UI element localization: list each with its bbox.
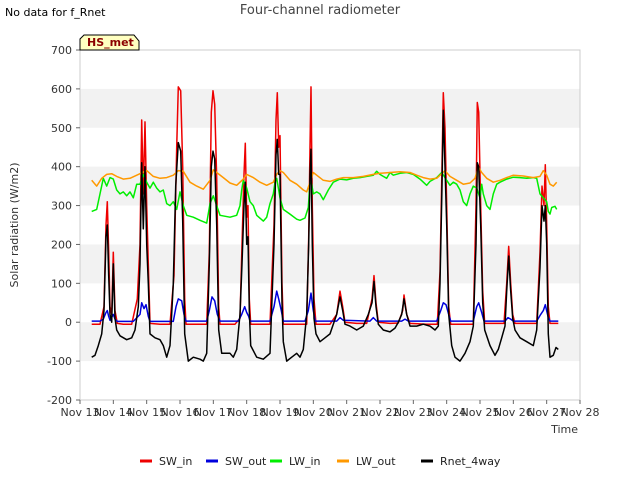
y-tick-label: 100 <box>51 277 72 290</box>
badge-shape <box>79 34 140 51</box>
x-tick-label: Nov 20 <box>294 406 333 419</box>
series-layer <box>91 86 559 362</box>
y-ticks: -200 -100 0 100 200 300 400 500 600 700 <box>47 44 80 407</box>
grid-band <box>80 88 580 128</box>
y-tick-label: 300 <box>51 200 72 213</box>
y-tick-label: -100 <box>47 355 72 368</box>
grid-band <box>80 244 580 284</box>
x-tick-label: Nov 19 <box>261 406 300 419</box>
y-tick-label: -200 <box>47 394 72 407</box>
legend-label: SW_out <box>225 455 267 468</box>
x-tick-label: Nov 25 <box>461 406 500 419</box>
x-tick-label: Nov 26 <box>494 406 533 419</box>
y-tick-label: 600 <box>51 83 72 96</box>
legend: SW_in SW_out LW_in LW_out Rnet_4way <box>140 455 501 468</box>
y-tick-label: 0 <box>65 316 72 329</box>
x-tick-label: Nov 14 <box>94 406 133 419</box>
x-tick-label: Nov 23 <box>394 406 433 419</box>
x-tick-label: Nov 16 <box>161 406 200 419</box>
y-tick-label: 500 <box>51 122 72 135</box>
x-tick-label: Nov 27 <box>527 406 566 419</box>
y-tick-label: 200 <box>51 238 72 251</box>
x-tick-label: Nov 15 <box>127 406 166 419</box>
grid-band <box>80 322 580 362</box>
hs-met-badge: HS_met <box>79 34 140 51</box>
x-tick-label: Nov 24 <box>427 406 466 419</box>
legend-label: LW_in <box>289 455 321 468</box>
grid-bands <box>80 50 580 400</box>
series-line-sw-out <box>91 290 559 323</box>
legend-label: LW_out <box>356 455 396 468</box>
y-axis-label: Solar radiation (W/m2) <box>8 162 21 287</box>
x-axis-label: Time <box>550 423 578 436</box>
x-tick-label: Nov 28 <box>561 406 600 419</box>
no-data-notice: No data for f_Rnet <box>5 6 106 19</box>
legend-label: Rnet_4way <box>440 455 501 468</box>
legend-label: SW_in <box>159 455 192 468</box>
x-tick-label: Nov 13 <box>61 406 100 419</box>
series-line-rnet-4way <box>91 109 559 362</box>
x-tick-label: Nov 17 <box>194 406 233 419</box>
plot-frame <box>79 49 581 401</box>
chart-title: Four-channel radiometer <box>239 3 401 18</box>
x-tick-label: Nov 21 <box>327 406 366 419</box>
y-tick-label: 400 <box>51 161 72 174</box>
x-tick-label: Nov 18 <box>227 406 266 419</box>
x-tick-label: Nov 22 <box>361 406 400 419</box>
badge-label: HS_met <box>87 36 134 49</box>
y-tick-label: 700 <box>51 44 72 57</box>
